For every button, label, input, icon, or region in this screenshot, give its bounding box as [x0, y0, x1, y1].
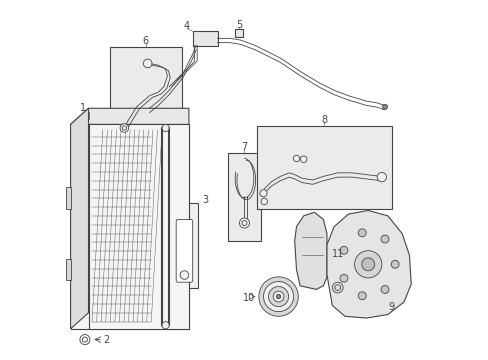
- Circle shape: [339, 274, 347, 282]
- Text: 2: 2: [103, 334, 109, 345]
- Bar: [192, 31, 217, 45]
- Text: 10: 10: [243, 293, 255, 303]
- Circle shape: [354, 251, 381, 278]
- Bar: [257, 126, 391, 209]
- Circle shape: [162, 321, 169, 329]
- Circle shape: [339, 246, 347, 254]
- Circle shape: [300, 156, 306, 162]
- Circle shape: [162, 125, 169, 132]
- Polygon shape: [66, 259, 70, 280]
- Text: 5: 5: [236, 20, 242, 30]
- Text: 3: 3: [202, 195, 208, 205]
- Text: 6: 6: [142, 36, 149, 46]
- Circle shape: [332, 282, 343, 293]
- Bar: [110, 47, 182, 134]
- Circle shape: [268, 287, 288, 307]
- Bar: [228, 153, 260, 241]
- Circle shape: [380, 285, 388, 293]
- Polygon shape: [294, 212, 326, 289]
- Circle shape: [80, 334, 90, 345]
- Polygon shape: [70, 108, 188, 125]
- Circle shape: [263, 282, 293, 312]
- Polygon shape: [70, 108, 88, 329]
- Circle shape: [361, 258, 374, 271]
- Circle shape: [382, 104, 387, 109]
- Circle shape: [390, 260, 398, 268]
- Text: 4: 4: [183, 21, 190, 31]
- Circle shape: [293, 155, 299, 162]
- Circle shape: [239, 218, 249, 228]
- Circle shape: [120, 124, 128, 132]
- Circle shape: [358, 292, 366, 300]
- Circle shape: [358, 229, 366, 237]
- Circle shape: [258, 277, 298, 316]
- Circle shape: [376, 172, 386, 182]
- Polygon shape: [326, 211, 410, 318]
- Circle shape: [276, 294, 280, 299]
- Circle shape: [273, 291, 284, 302]
- Text: 11: 11: [331, 248, 343, 258]
- Text: 1: 1: [80, 103, 86, 113]
- Circle shape: [261, 198, 267, 205]
- Bar: [88, 125, 188, 329]
- Polygon shape: [66, 187, 70, 209]
- Circle shape: [260, 190, 266, 197]
- Text: 9: 9: [387, 302, 394, 312]
- Circle shape: [380, 235, 388, 243]
- Text: 7: 7: [241, 141, 247, 152]
- Bar: [234, 29, 243, 37]
- Bar: [70, 125, 188, 329]
- Circle shape: [180, 271, 188, 279]
- Bar: [171, 203, 198, 288]
- FancyBboxPatch shape: [176, 220, 192, 282]
- Circle shape: [143, 59, 152, 68]
- Text: 8: 8: [321, 115, 326, 125]
